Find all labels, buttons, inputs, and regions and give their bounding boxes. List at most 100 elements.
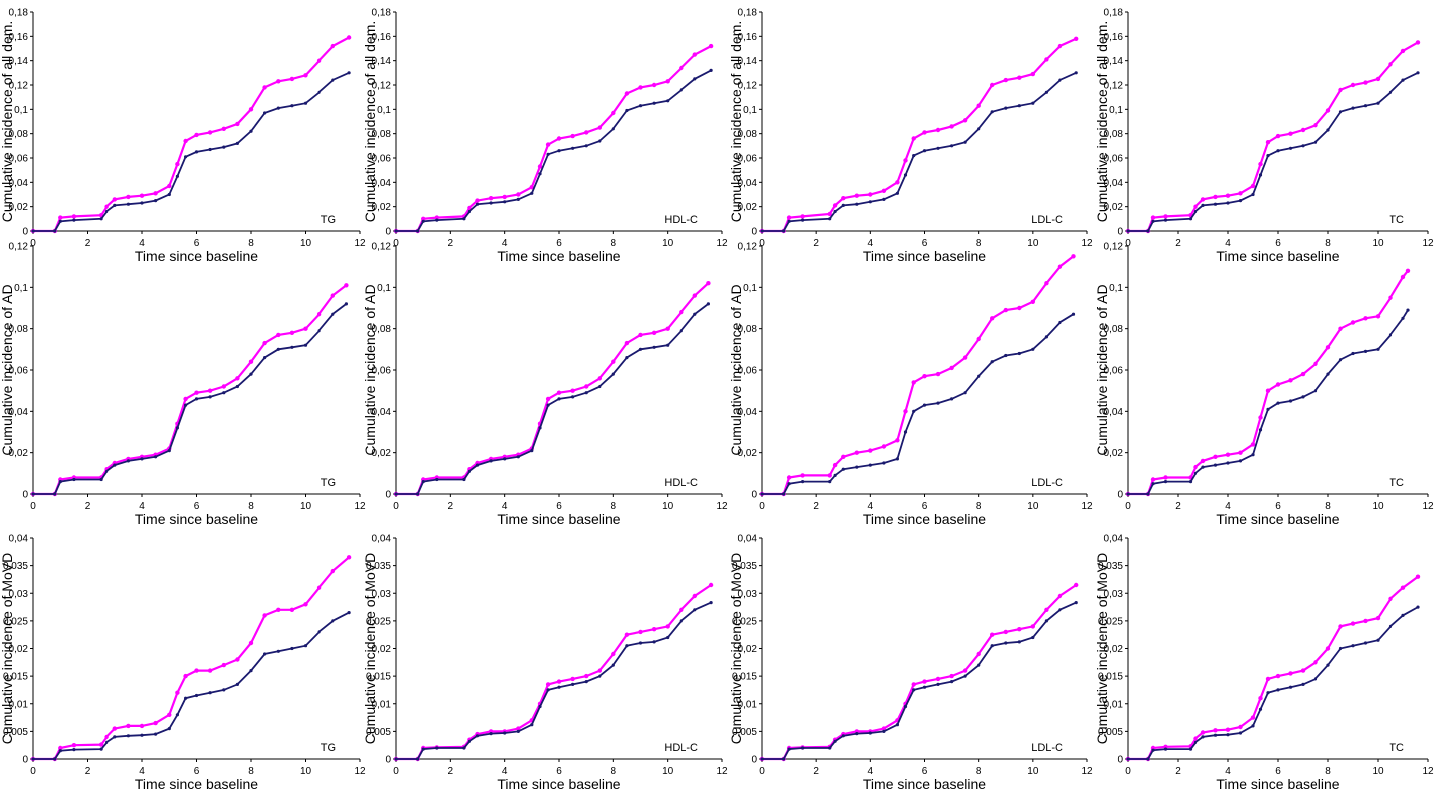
series-point-1: [1071, 312, 1076, 316]
series-point-1: [276, 106, 280, 110]
y-tick-label: 0: [751, 755, 757, 766]
series-point-0: [976, 103, 981, 108]
series-point-0: [276, 79, 281, 84]
series-point-0: [1200, 458, 1206, 464]
series-point-0: [990, 632, 995, 637]
panel-2-0: 0 0,005 0,01 0,015 0,02 0,025 0,03 0,035 0,04 0 2 4…: [0, 534, 366, 793]
series-point-1: [557, 685, 561, 689]
series-point-0: [922, 679, 927, 684]
series-point-1: [936, 146, 940, 150]
series-point-0: [1030, 71, 1036, 77]
series-point-1: [208, 147, 212, 152]
series-point-0: [1238, 724, 1243, 730]
x-tick-label: 6: [922, 238, 928, 249]
series-point-1: [1326, 663, 1330, 667]
series-point-0: [1193, 736, 1198, 741]
series-point-1: [1213, 202, 1218, 206]
y-tick-label: 0,18: [372, 8, 392, 19]
series-point-0: [1350, 320, 1356, 325]
y-tick-label: 0,03: [372, 589, 392, 600]
series-point-0: [903, 158, 908, 163]
x-tick-label: 10: [1372, 238, 1384, 249]
series-point-1: [1351, 351, 1355, 356]
series-point-1: [1313, 677, 1318, 681]
y-tick-label: 0,12: [738, 81, 758, 92]
x-tick-label: 10: [662, 501, 674, 512]
series-point-1: [598, 384, 602, 389]
series-point-1: [475, 463, 480, 467]
series-point-0: [692, 52, 697, 57]
panel-tag: TG: [321, 742, 336, 754]
series-point-0: [584, 130, 589, 135]
series-point-1: [175, 174, 179, 178]
series-point-1: [1258, 173, 1263, 177]
series-point-0: [303, 73, 308, 78]
series-point-1: [1188, 747, 1193, 751]
series-point-1: [1004, 641, 1008, 645]
series-point-0: [330, 293, 335, 298]
series-point-1: [782, 229, 786, 233]
y-axis-label: Cumulative incidence of MoVD: [1094, 553, 1110, 744]
series-point-1: [72, 477, 76, 482]
series-point-0: [221, 384, 226, 389]
series-point-0: [467, 205, 472, 211]
series-point-1: [462, 217, 466, 221]
series-point-0: [330, 568, 335, 574]
y-tick-label: 0,06: [372, 366, 392, 377]
x-tick-label: 2: [85, 238, 91, 249]
x-tick-label: 12: [1422, 501, 1434, 512]
series-point-0: [1338, 326, 1343, 331]
y-tick-label: 0,02: [9, 448, 29, 459]
series-point-1: [782, 492, 786, 496]
series-point-0: [175, 690, 180, 695]
series-point-1: [394, 229, 398, 233]
panel-0-3: 0 0,02 0,04 0,06 0,08 0,1 0,12 0,14 0,16 0,18 0 2 4 6…: [1094, 8, 1434, 265]
x-axis-label: Time since baseline: [1216, 248, 1339, 264]
y-tick-label: 0: [385, 755, 391, 766]
y-tick-label: 0,12: [9, 81, 29, 92]
series-point-1: [1004, 353, 1008, 358]
series-point-0: [1074, 582, 1079, 588]
series-point-0: [556, 390, 562, 395]
series-point-0: [976, 336, 981, 342]
series-point-1: [841, 467, 845, 471]
series-point-1: [841, 734, 845, 738]
series-point-1: [1238, 731, 1243, 735]
series-point-1: [303, 343, 308, 347]
series-point-0: [827, 211, 832, 217]
series-point-0: [1265, 388, 1271, 393]
series-point-1: [1401, 613, 1405, 618]
series-point-0: [330, 43, 335, 49]
series-point-1: [113, 203, 117, 207]
series-point-1: [1058, 320, 1062, 325]
series-point-0: [1265, 676, 1271, 682]
series-point-1: [105, 469, 109, 473]
series-point-1: [538, 426, 542, 430]
x-tick-label: 0: [30, 501, 36, 512]
series-point-1: [895, 191, 900, 195]
series-point-0: [1375, 314, 1381, 319]
series-point-0: [1275, 133, 1281, 139]
series-point-0: [235, 376, 240, 381]
panel-tag: LDL-C: [1031, 214, 1063, 226]
x-tick-label: 10: [1027, 766, 1039, 777]
series-line-0: [396, 45, 712, 233]
series-point-0: [1405, 268, 1411, 273]
series-point-1: [1193, 471, 1198, 475]
series-point-1: [394, 757, 398, 761]
x-tick-label: 0: [1125, 238, 1131, 249]
series-point-1: [184, 155, 188, 159]
series-point-0: [692, 593, 697, 599]
series-point-1: [516, 729, 520, 734]
y-tick-label: 0,02: [9, 202, 29, 213]
series-point-1: [990, 360, 994, 364]
series-point-1: [584, 391, 588, 395]
series-point-1: [611, 372, 615, 376]
series-point-1: [435, 746, 439, 750]
x-tick-label: 6: [922, 501, 928, 512]
y-tick-label: 0,04: [738, 534, 758, 545]
series-point-1: [1406, 308, 1410, 312]
y-tick-label: 0,06: [9, 366, 29, 377]
series-point-1: [344, 302, 348, 306]
series-point-0: [903, 409, 908, 414]
